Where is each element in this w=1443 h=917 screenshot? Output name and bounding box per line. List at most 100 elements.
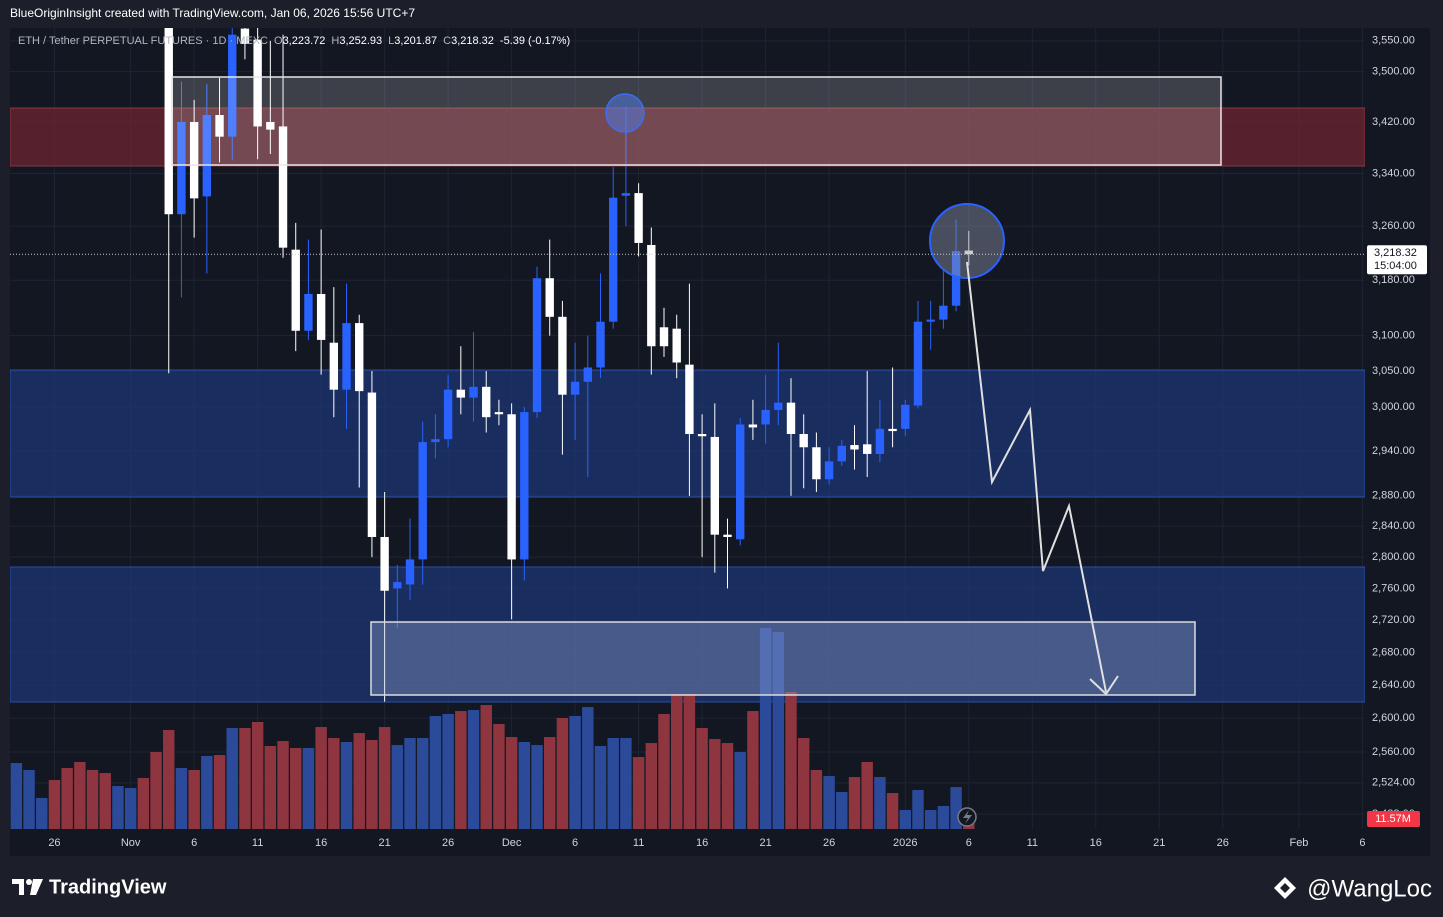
candle-body [761,409,770,425]
candle-body [329,342,339,390]
volume-bar [226,727,238,829]
candle-body [583,367,593,382]
candle-body [355,323,364,392]
ohlc-key: L [388,35,394,47]
volume-bar [518,741,531,829]
x-tick-label: 11 [252,837,263,849]
volume-bar [302,747,315,829]
candle-body [863,444,872,454]
candle-body [278,126,288,248]
candle-body [824,461,834,480]
volume-bar [543,737,556,829]
volume-bar [264,745,277,829]
y-tick-label: 2,800.00 [1372,551,1415,563]
candle-body [939,305,948,320]
x-tick-label: 21 [379,837,391,849]
volume-bar [848,777,861,829]
symbol: ETH / Tether PERPETUAL FUTURES · 1D · ME… [18,35,268,47]
candle-body [405,559,415,585]
x-tick-label: 16 [1090,837,1102,849]
volume-bar [874,777,886,829]
volume-bar [505,737,518,829]
volume-bar [747,711,759,829]
volume-bar [404,737,416,829]
candle-body [532,278,542,413]
y-tick-label: 3,000.00 [1372,401,1415,413]
y-tick-label: 2,840.00 [1372,520,1415,532]
candle-body [177,121,186,215]
y-tick-label: 3,340.00 [1372,167,1415,179]
volume-bar [74,761,86,829]
author-icon [1274,877,1296,899]
x-tick-label: 26 [48,837,60,849]
volume-bar [709,739,721,829]
candle-body [748,424,758,428]
candle-body [494,412,504,415]
candle-body [697,434,707,437]
x-tick-label: Feb [1289,837,1308,849]
volume-bar [175,767,188,829]
volume-bar [442,714,454,829]
last-price-label: 3,218.32 [1374,247,1417,259]
x-tick-label: 6 [966,837,972,849]
volume-bar [23,769,35,829]
volume-bar [569,716,581,829]
volume-bar [861,761,873,829]
x-tick-label: 21 [759,837,771,849]
volume-bar [366,739,378,829]
volume-bar [645,743,658,829]
ohlc-value: 3,201.87 [394,35,437,47]
volume-bar [124,787,137,829]
volume-bar [658,714,670,829]
y-tick-label: 3,500.00 [1372,66,1415,78]
volume-bar [823,775,835,829]
volume-bar [620,737,632,829]
y-tick-label: 3,550.00 [1372,35,1415,47]
volume-bar [912,789,924,829]
volume-bar [785,692,797,829]
tv-logo [12,879,43,895]
volume-bar [632,757,645,829]
axes: 3,550.00 3,500.00 3,420.00 3,340.00 3,260.00… [10,35,1427,849]
y-tick-label: 2,720.00 [1372,614,1415,626]
candle-body [837,445,846,462]
candle-body [621,193,631,196]
volume-bar [201,755,213,829]
candle-body [672,328,681,363]
candle-body [469,386,478,398]
ohlc-key: H [331,35,339,47]
candle-body [558,316,567,395]
candle-body [786,402,796,435]
candle-body [545,278,554,317]
candle-body [240,28,250,44]
volume-bar [721,743,734,829]
candle-body [850,445,859,450]
candle-body [951,251,961,306]
volume-bar [10,763,23,829]
volume-bar [899,809,912,829]
volume-bar [61,767,73,829]
volume-bar [759,628,772,829]
candle-body [367,392,377,537]
volume-bar [213,755,226,829]
candle-body [304,293,313,331]
arrow-head [1089,675,1119,696]
volume-bar [480,705,492,829]
volume-label: 11.57M [1375,813,1411,825]
y-tick-label: 3,420.00 [1372,116,1415,128]
candle-body [418,442,427,560]
x-tick-label: 26 [1217,837,1229,849]
volume-bar [582,707,594,829]
volume-bar [493,723,505,829]
volume-bar [772,632,785,829]
candle-body [736,424,745,540]
candle-body [443,389,453,440]
y-tick-label: 2,560.00 [1372,746,1415,758]
volume-bar [163,729,175,829]
y-tick-label: 2,760.00 [1372,582,1415,594]
volume-bar [353,733,365,829]
volume-bar [112,785,124,829]
candle-body [634,193,643,243]
y-tick-label: 2,640.00 [1372,679,1415,691]
